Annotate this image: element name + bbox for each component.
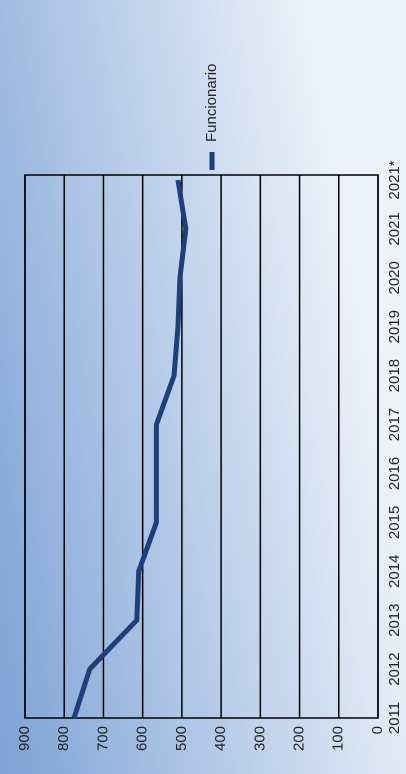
legend-label: Funcionario — [203, 64, 220, 142]
y-tick-label: 200 — [291, 726, 308, 751]
x-tick-label: 2019 — [386, 310, 403, 343]
y-tick-label: 100 — [330, 726, 347, 751]
x-tick-label: 2011 — [386, 702, 403, 734]
y-tick-label: 500 — [173, 726, 190, 751]
x-tick-label: 2012 — [386, 652, 403, 685]
y-tick-label: 800 — [55, 726, 72, 751]
x-tick-label: 2020 — [386, 261, 403, 294]
y-tick-label: 0 — [369, 726, 386, 734]
line — [71, 179, 189, 719]
x-tick-label: 2015 — [386, 506, 403, 539]
x-tick-label: 2017 — [386, 408, 403, 441]
plot-border — [24, 174, 379, 719]
x-tick-label: 2014 — [386, 555, 403, 588]
y-tick-label: 900 — [16, 726, 33, 751]
x-tick-label: 2016 — [386, 457, 403, 490]
y-tick-label: 400 — [212, 726, 229, 751]
x-tick-label: 2021* — [386, 160, 403, 199]
y-tick-label: 700 — [94, 726, 111, 751]
x-tick-label: 2021 — [386, 212, 403, 245]
y-tick-label: 600 — [134, 726, 151, 751]
x-tick-label: 2018 — [386, 359, 403, 392]
y-tick-label: 300 — [251, 726, 268, 751]
x-tick-label: 2013 — [386, 603, 403, 636]
